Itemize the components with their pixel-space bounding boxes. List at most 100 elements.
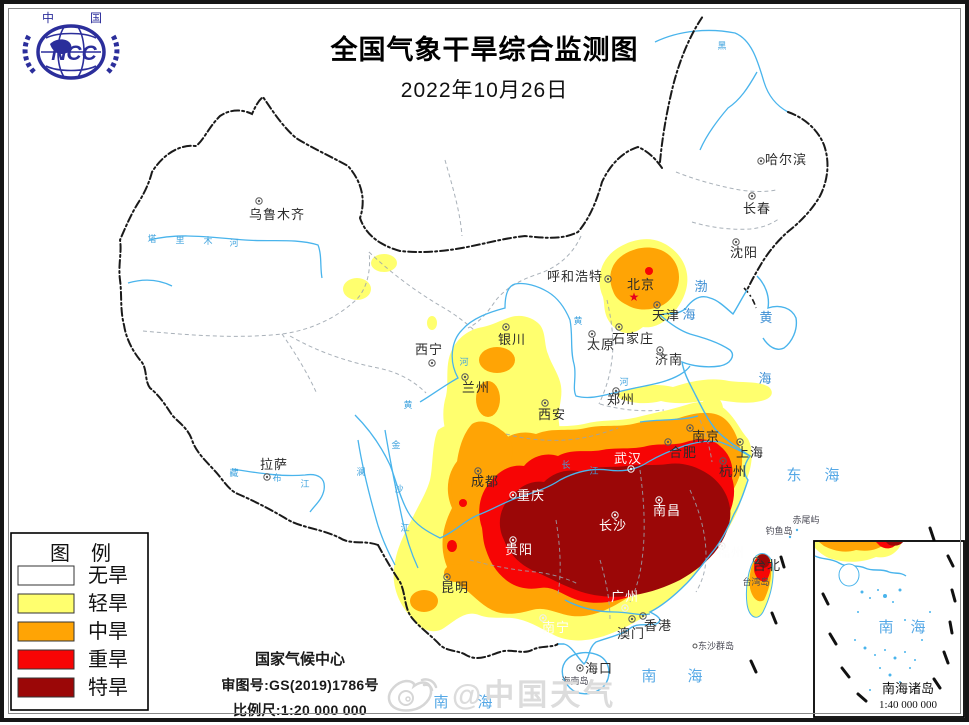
sea-huanghai-2: 海 (758, 371, 771, 386)
region-ext-south (499, 463, 731, 597)
city-xian: 西安 (538, 399, 565, 422)
inset-nine-dash (821, 554, 957, 703)
border-korea (743, 287, 757, 309)
river-label-huanghe-4: 河 (459, 356, 468, 367)
city-kunming: 昆明 (441, 573, 469, 595)
svg-text:广州: 广州 (611, 589, 639, 604)
svg-text:上海: 上海 (736, 445, 764, 460)
svg-text:武汉: 武汉 (614, 451, 642, 466)
svg-text:海口: 海口 (585, 661, 613, 676)
city-urumqi: 乌鲁木齐 (249, 197, 305, 222)
national-boundary (118, 15, 829, 659)
city-beijing: ★ 北京 (627, 277, 654, 304)
city-chengdu: 成都 (471, 467, 499, 489)
city-yinchuan: 银川 (498, 323, 526, 347)
legend-label-none: 无旱 (88, 565, 128, 587)
city-harbin: 哈尔滨 (757, 152, 806, 167)
city-shenyang: 沈阳 (730, 238, 758, 260)
city-nanning: 南宁 (539, 614, 570, 635)
logo-globe-lines (41, 26, 101, 78)
inset-extreme (886, 542, 903, 546)
island-label-chiwei: 赤尾屿 (792, 515, 819, 525)
svg-text:香港: 香港 (644, 618, 672, 633)
city-taiyuan: 太原 (587, 330, 614, 352)
svg-text:西宁: 西宁 (415, 342, 443, 357)
river-label-yarlung-2: 布 (272, 472, 281, 483)
city-macau: 澳门 (617, 615, 645, 641)
border-southwest (377, 544, 559, 659)
svg-text:银川: 银川 (498, 332, 526, 347)
sea-labels: 渤 海 黄 海 东 海 南 海 南 海 (433, 279, 839, 711)
svg-text:兰州: 兰州 (462, 380, 490, 395)
region-mod-beijing (610, 247, 679, 310)
region-light-shandong (617, 379, 772, 404)
logo-char-right: 国 (90, 11, 102, 25)
region-sev-dot-sichuan2 (447, 540, 457, 552)
coast-hainan (561, 651, 610, 695)
city-fuzhou: 福州 (717, 542, 744, 560)
svg-text:长春: 长春 (743, 201, 771, 216)
legend-swatch-none (17, 565, 75, 586)
river-label-tarim-3: 木 (203, 235, 212, 246)
city-hefei: 合肥 (664, 438, 697, 460)
city-wuhan: 武汉 (614, 451, 642, 473)
svg-text:南昌: 南昌 (653, 503, 681, 518)
island-label-taiwan: 台湾岛 (742, 576, 769, 587)
svg-text:合肥: 合肥 (669, 445, 697, 460)
river-label-tarim-1: 塔 (147, 233, 156, 244)
svg-text:贵阳: 贵阳 (505, 542, 533, 557)
footer-scale: 比例尺:1:20 000 000 (233, 702, 367, 718)
weibo-icon (387, 678, 438, 712)
inset-title: 南海诸岛 (882, 681, 934, 696)
taiwan-island (745, 553, 774, 618)
coastline (558, 275, 798, 695)
legend-swatch-light (17, 593, 75, 614)
legend-swatch-severe (17, 649, 75, 670)
svg-text:拉萨: 拉萨 (260, 457, 288, 472)
river-label-huanghe-1: 黄 (573, 315, 582, 326)
city-shanghai: 上海 (736, 438, 764, 460)
city-guiyang: 贵阳 (505, 536, 533, 557)
rivers (127, 29, 789, 616)
legend: 图 例 无旱 轻旱 中旱 重旱 特旱 (10, 532, 149, 711)
region-mod-yunnan1 (410, 590, 438, 612)
sea-donghai-2: 海 (824, 467, 839, 484)
footer-approval: 审图号:GS(2019)1786号 (221, 677, 379, 693)
logo-ncc-text: NCC (51, 42, 97, 65)
sea-nanhai-b2: 海 (477, 694, 492, 711)
svg-text:昆明: 昆明 (441, 580, 469, 595)
logo-char-left: 中 (42, 10, 54, 25)
sea-nanhai-a2: 海 (687, 668, 702, 685)
region-mod-gansu1 (479, 347, 515, 373)
region-light-im3 (427, 316, 437, 330)
city-guangzhou: 广州 (611, 589, 639, 612)
sea-bohai-1: 渤 (694, 279, 707, 294)
city-taipei: 台北 (752, 556, 781, 573)
river-label-tarim-2: 里 (175, 235, 184, 245)
footer-agency: 国家气候中心 (254, 651, 345, 668)
river-label-changjiang-1: 长 (561, 459, 570, 470)
svg-text:乌鲁木齐: 乌鲁木齐 (249, 207, 305, 222)
logo-landmass (50, 39, 72, 54)
drought-regions (343, 239, 772, 641)
river-labels: 黑 塔 里 木 河 黄 河 黄 河 金 沙 江 澜 藏 布 江 长 江 (147, 41, 726, 533)
inset-scale: 1:40 000 000 (879, 699, 938, 711)
svg-text:澳门: 澳门 (617, 626, 645, 641)
svg-text:长沙: 长沙 (599, 518, 627, 533)
river-label-lancang: 澜 (356, 467, 365, 477)
sea-nanhai-b1: 南 (433, 694, 448, 711)
inset-sea-label-1: 南 (878, 619, 893, 636)
region-sev-dot-beijing (645, 267, 653, 275)
svg-text:沈阳: 沈阳 (730, 245, 758, 260)
svg-text:天津: 天津 (652, 308, 680, 323)
coast-main (558, 289, 752, 665)
svg-text:成都: 成都 (471, 474, 499, 489)
sea-donghai-1: 东 (786, 467, 801, 484)
svg-text:台北: 台北 (753, 558, 781, 573)
footer-block: 国家气候中心 审图号:GS(2019)1786号 比例尺:1:20 000 00… (210, 648, 390, 725)
river-label-jinsha-3: 江 (400, 523, 409, 533)
sea-huanghai-1: 黄 (759, 310, 772, 325)
taiwan-extreme (757, 554, 770, 568)
city-changsha: 长沙 (599, 511, 627, 533)
svg-text:南宁: 南宁 (542, 620, 570, 635)
